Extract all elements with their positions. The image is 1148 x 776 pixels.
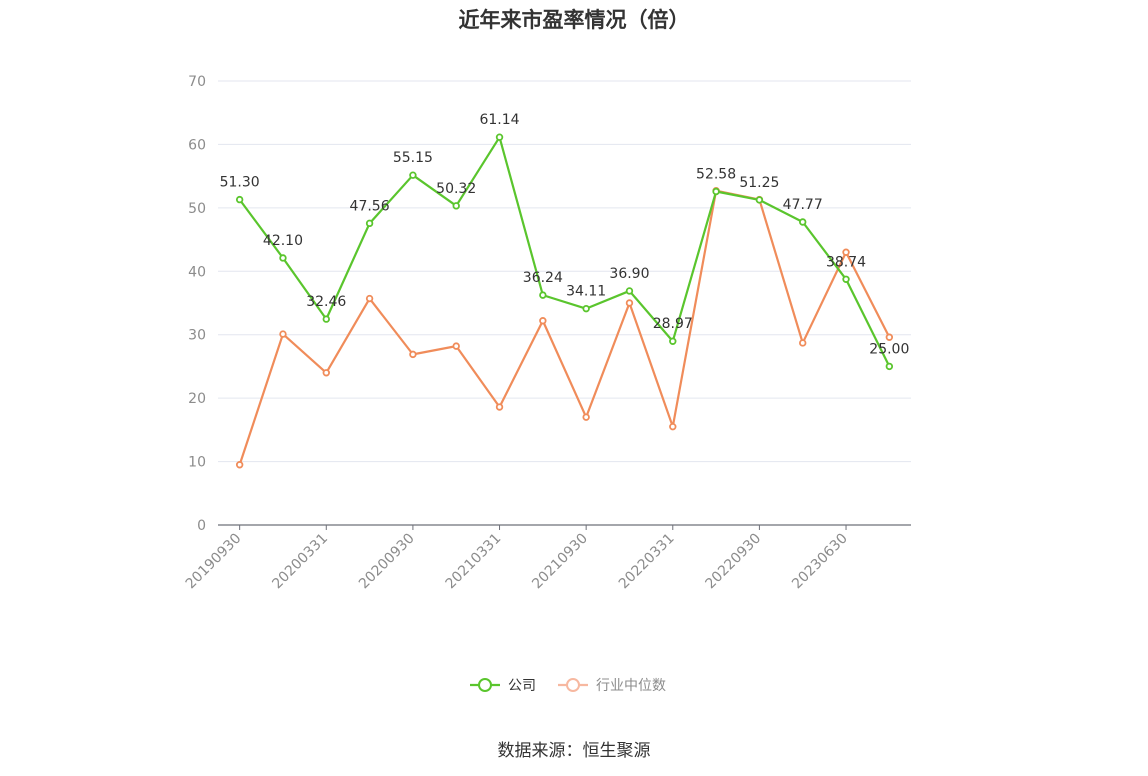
data-point: [625, 299, 634, 307]
data-point: [669, 422, 677, 431]
data-point: [625, 287, 634, 295]
data-point: [452, 342, 460, 350]
data-label: 38.74: [826, 254, 866, 270]
legend-label: 公司: [508, 678, 536, 694]
x-axis: 20190930 20200331 20200930 20210331 20210930…: [183, 524, 911, 593]
data-point: [755, 196, 764, 204]
data-label: 55.15: [393, 150, 433, 166]
data-point: [235, 195, 244, 204]
y-tick-label: 50: [188, 201, 206, 217]
data-point: [539, 317, 547, 325]
series-line-1: [238, 189, 891, 466]
legend-label: 行业中位数: [596, 678, 666, 694]
data-point: [712, 187, 720, 196]
legend: 公司 行业中位数: [470, 678, 666, 694]
data-point: [582, 413, 590, 421]
data-point: [409, 171, 417, 179]
data-point: [582, 304, 590, 313]
data-label: 51.30: [220, 175, 260, 191]
data-point: [365, 219, 374, 228]
y-tick-label: 40: [188, 264, 206, 280]
data-label: 51.25: [739, 175, 779, 191]
data-point: [799, 339, 807, 347]
series-lines: [235, 133, 894, 469]
data-label: 61.14: [479, 112, 519, 128]
data-label: 36.90: [609, 266, 649, 282]
y-tick-label: 70: [188, 74, 206, 90]
y-tick-label: 0: [197, 518, 206, 534]
data-point: [842, 275, 850, 283]
data-label: 34.11: [566, 284, 606, 300]
data-point: [885, 333, 894, 341]
x-tick-label: 20230630: [789, 531, 851, 593]
data-point: [669, 337, 677, 345]
data-label: 52.58: [696, 166, 736, 182]
legend-marker: [566, 678, 580, 692]
data-point: [235, 461, 244, 469]
data-source: 数据来源：恒生聚源: [497, 741, 651, 761]
data-label: 50.32: [436, 181, 476, 197]
data-label: 25.00: [869, 341, 909, 357]
data-label: 28.97: [653, 316, 693, 332]
y-tick-label: 60: [188, 137, 206, 153]
grid-lines: [218, 80, 911, 463]
data-point: [842, 248, 850, 256]
data-label: 32.46: [306, 294, 346, 310]
data-point: [799, 218, 807, 226]
data-label: 42.10: [263, 233, 303, 249]
x-tick-label: 20210331: [443, 531, 505, 593]
x-tick-label: 20200930: [356, 531, 418, 593]
data-label: 36.24: [523, 270, 563, 286]
y-tick-label: 20: [188, 391, 206, 407]
y-axis-ticks: 0 10 20 30 40 50 60 70: [188, 74, 206, 534]
y-tick-label: 10: [188, 455, 206, 471]
data-point: [279, 254, 287, 262]
data-label: 47.77: [783, 197, 823, 213]
x-tick-label: 20200331: [269, 531, 331, 593]
data-point: [452, 202, 460, 210]
data-point: [495, 403, 504, 411]
series-line-0: [238, 136, 891, 367]
data-label: 47.56: [350, 198, 390, 214]
data-point: [539, 291, 547, 299]
data-point: [409, 350, 417, 359]
x-tick-label: 20220331: [616, 531, 678, 593]
data-point: [279, 330, 287, 338]
data-point: [885, 362, 894, 371]
x-tick-label: 20210930: [529, 531, 591, 593]
y-tick-label: 30: [188, 328, 206, 344]
legend-marker: [478, 678, 492, 692]
data-point: [322, 369, 330, 377]
data-point: [495, 133, 504, 141]
chart-title: 近年来市盈率情况（倍）: [458, 8, 690, 32]
data-point: [322, 315, 330, 323]
x-tick-label: 20190930: [183, 531, 245, 593]
x-tick-label: 20220930: [703, 531, 765, 593]
data-point: [365, 294, 374, 303]
